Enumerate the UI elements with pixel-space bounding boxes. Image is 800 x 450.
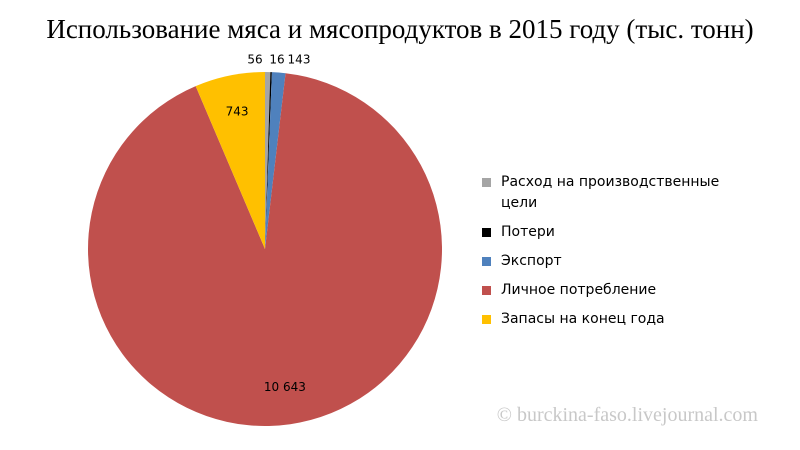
legend-item: Экспорт <box>482 251 732 272</box>
data-label: 143 <box>288 53 311 67</box>
legend-swatch <box>482 178 491 187</box>
legend-swatch <box>482 286 491 295</box>
pie-slice <box>265 72 286 250</box>
watermark: © burckina-faso.livejournal.com <box>496 404 758 426</box>
legend: Расход на производственные цели Потери Экс… <box>482 172 732 338</box>
legend-label: Экспорт <box>501 253 562 269</box>
legend-item: Потери <box>482 222 732 243</box>
legend-label: Личное потребление <box>501 282 657 298</box>
legend-label: Расход на производственные цели <box>501 174 720 211</box>
legend-label: Потери <box>501 224 555 240</box>
legend-item: Запасы на конец года <box>482 309 732 330</box>
data-label: 743 <box>226 104 249 118</box>
pie-slice <box>195 72 265 249</box>
pie-slice <box>265 72 272 249</box>
legend-item: Личное потребление <box>482 280 732 301</box>
data-label: 10 643 <box>264 380 306 394</box>
legend-swatch <box>482 315 491 324</box>
legend-label: Запасы на конец года <box>501 311 665 327</box>
pie-slice <box>87 73 442 426</box>
chart-title: Использование мяса и мясопродуктов в 201… <box>46 14 754 44</box>
legend-item: Расход на производственные цели <box>482 172 732 214</box>
legend-swatch <box>482 228 491 237</box>
data-label: 56 <box>247 53 262 67</box>
legend-swatch <box>482 257 491 266</box>
data-label: 16 <box>269 53 284 67</box>
pie-slice <box>265 72 271 249</box>
